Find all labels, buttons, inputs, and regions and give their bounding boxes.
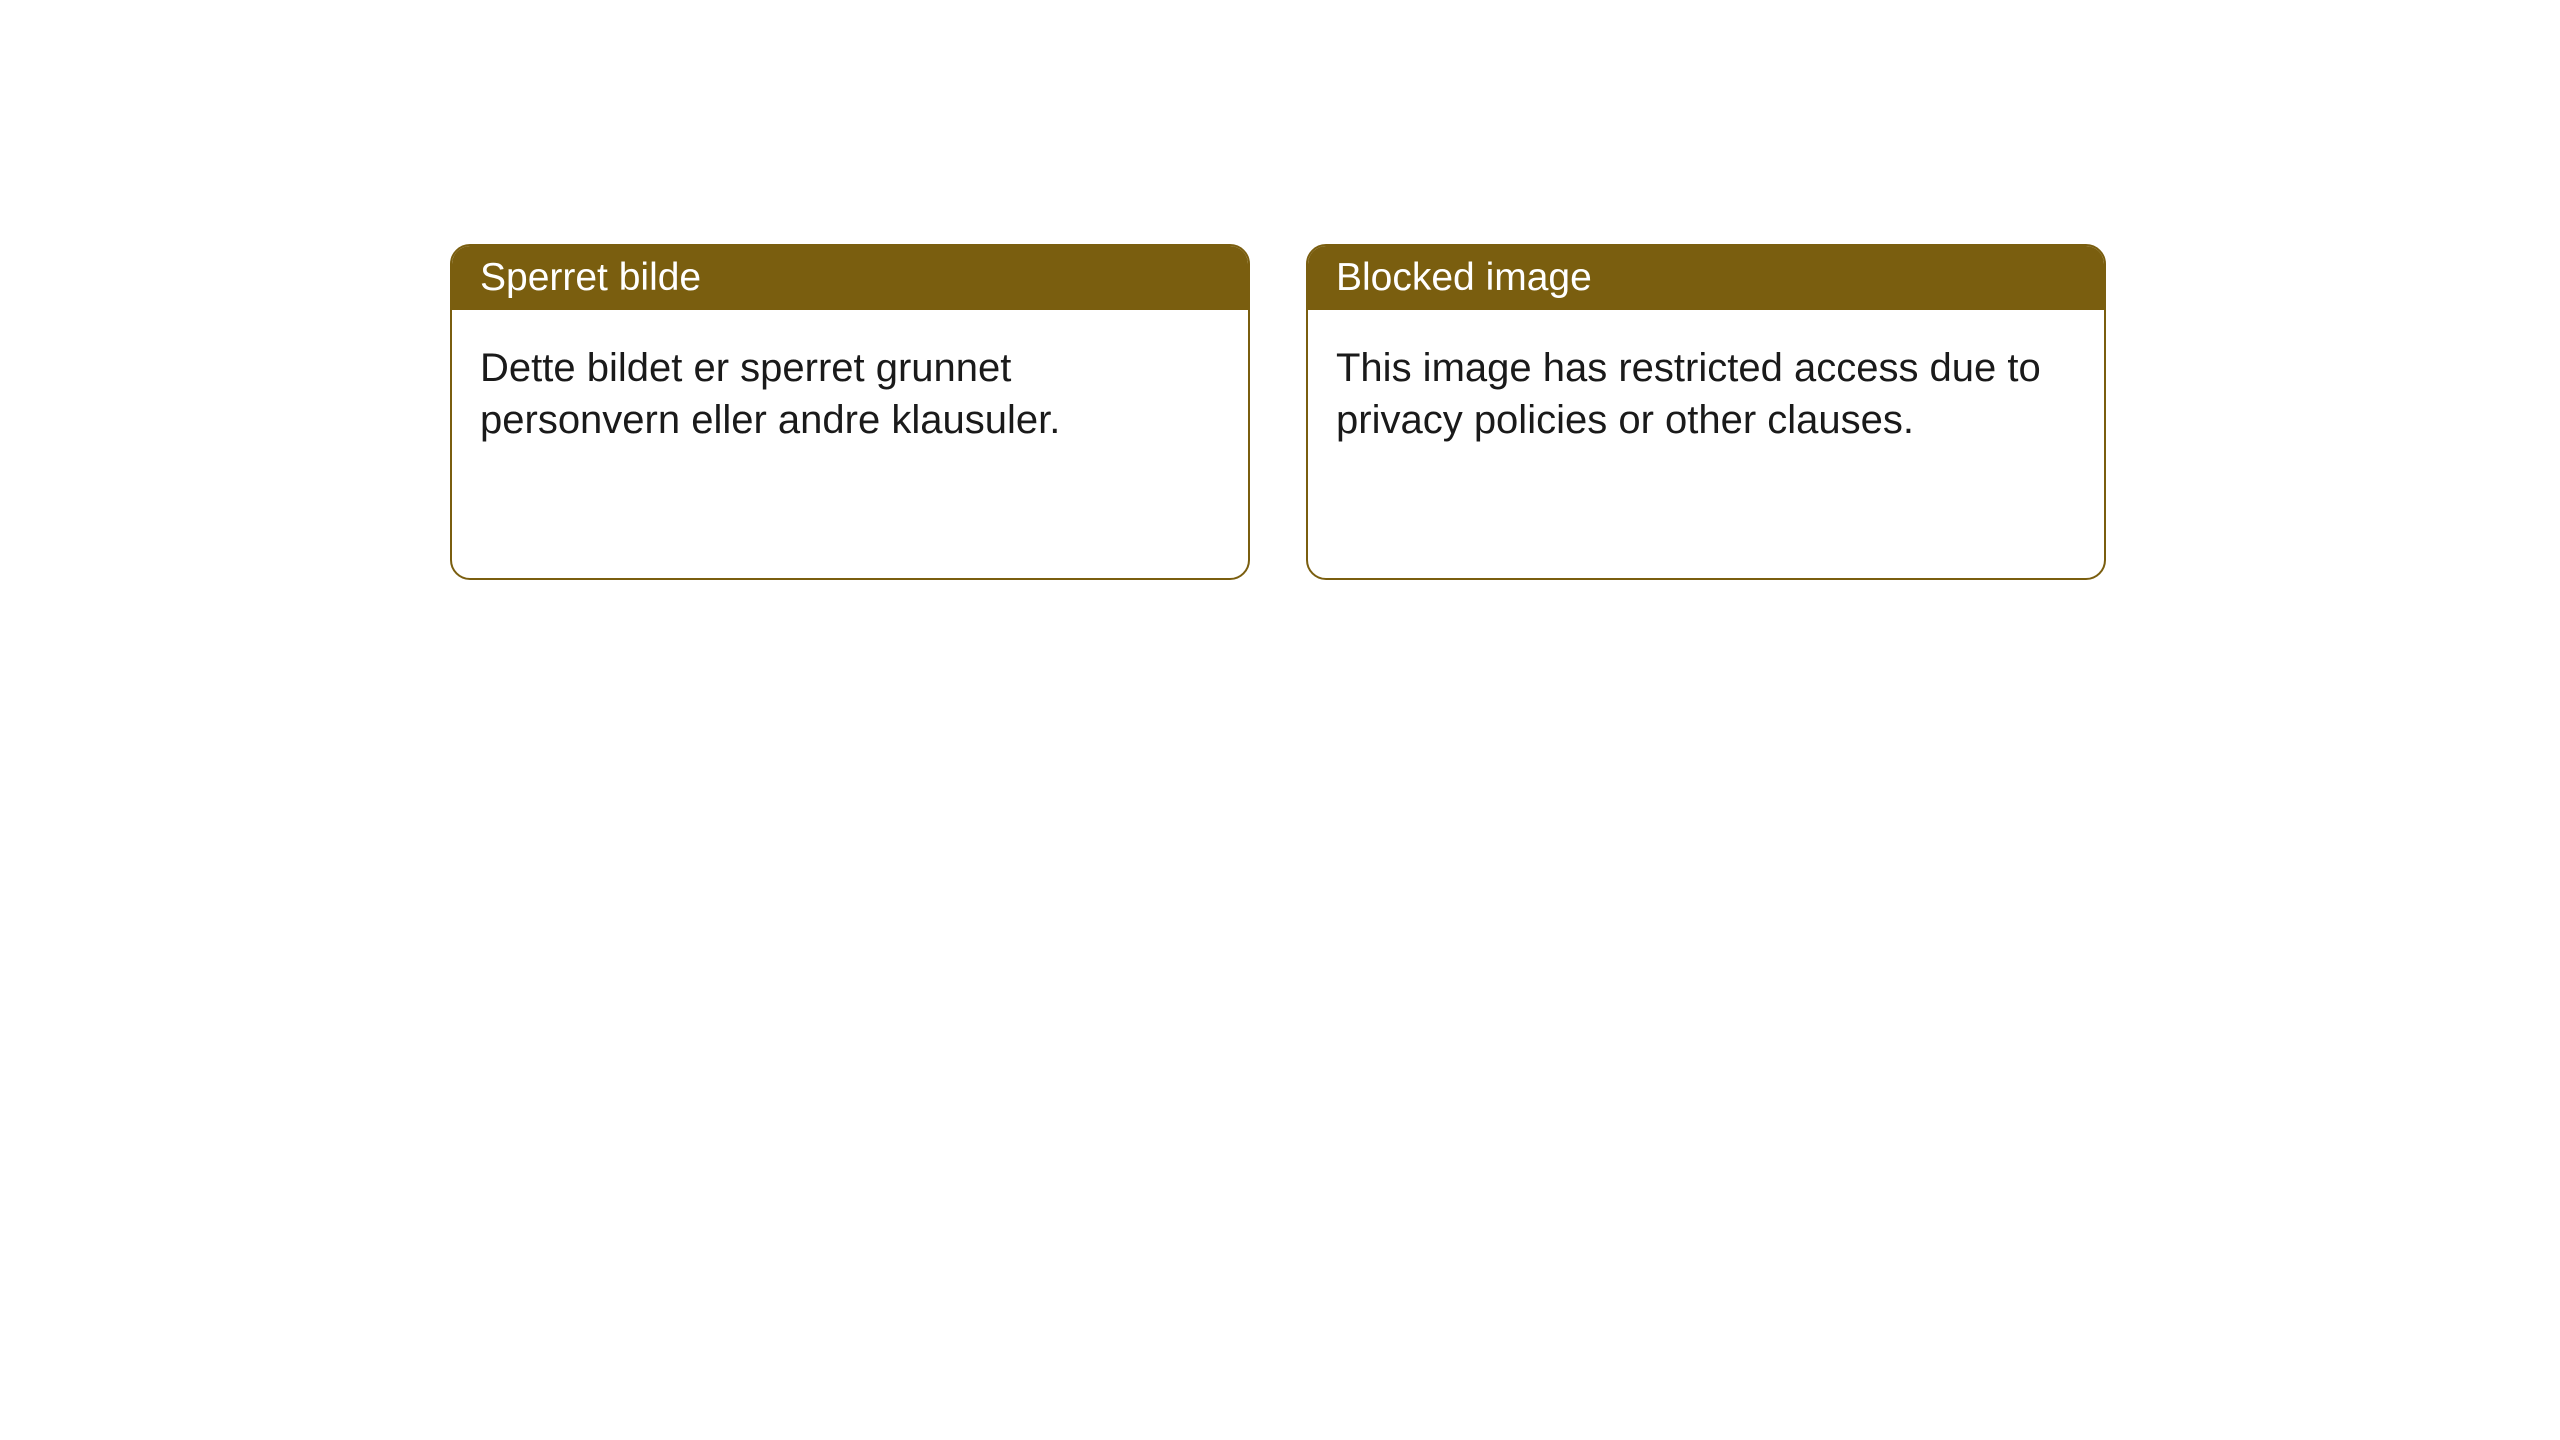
notice-card-english: Blocked image This image has restricted … (1306, 244, 2106, 580)
card-header: Sperret bilde (452, 246, 1248, 310)
card-body: Dette bildet er sperret grunnet personve… (452, 310, 1248, 478)
card-body: This image has restricted access due to … (1308, 310, 2104, 478)
notice-card-norwegian: Sperret bilde Dette bildet er sperret gr… (450, 244, 1250, 580)
card-header: Blocked image (1308, 246, 2104, 310)
notice-cards-container: Sperret bilde Dette bildet er sperret gr… (0, 0, 2560, 580)
